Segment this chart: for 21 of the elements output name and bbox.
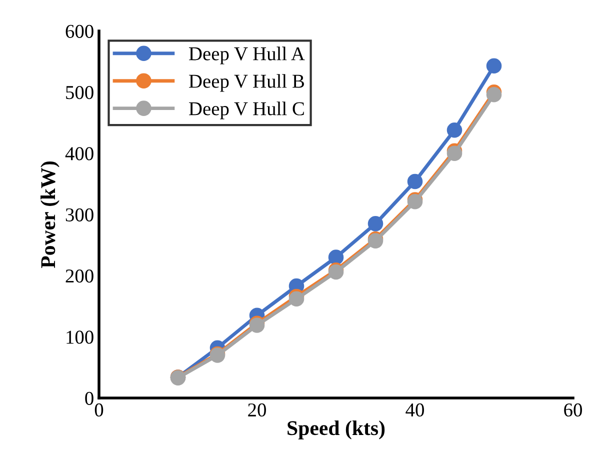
y-axis-title: Power (kW) <box>40 162 60 268</box>
x-tick-label: 20 <box>248 403 266 417</box>
x-tick-label: 40 <box>406 403 424 417</box>
point <box>446 122 462 138</box>
point <box>328 250 344 265</box>
point <box>486 58 502 74</box>
x-axis-title: Speed (kts) <box>288 420 385 440</box>
y-tick-label: 100 <box>66 330 94 344</box>
point <box>407 174 423 190</box>
y-tick-label: 500 <box>66 86 94 100</box>
y-tick-label: 300 <box>66 208 94 222</box>
y-tick-label: 400 <box>65 147 94 160</box>
x-tick-label: 0 <box>94 403 104 417</box>
y-tick-label: 0 <box>85 392 94 405</box>
legend-label: Deep V Hull A <box>189 46 305 64</box>
y-tick-label: 200 <box>66 269 94 283</box>
legend-label: Deep V Hull B <box>189 74 304 92</box>
y-tick-label: 600 <box>66 24 94 38</box>
x-tick-label: 60 <box>564 403 582 417</box>
legend-label: Deep V Hull C <box>189 102 304 120</box>
point <box>368 216 384 232</box>
